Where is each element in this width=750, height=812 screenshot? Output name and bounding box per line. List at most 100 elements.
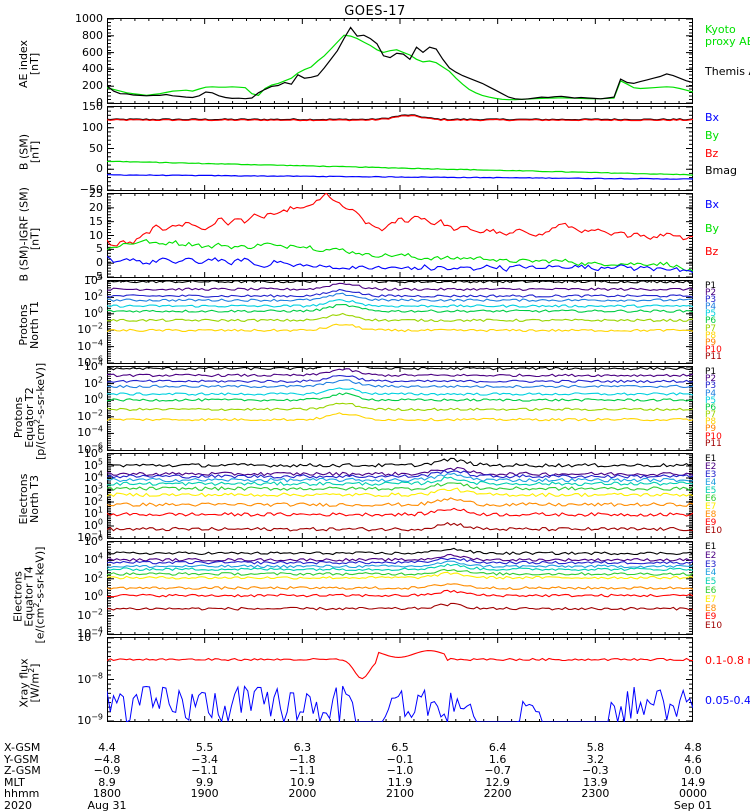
legend-item-p1: P1 bbox=[705, 281, 717, 291]
y-tick-label: −5 bbox=[86, 270, 103, 283]
y-tick-label: 101 bbox=[83, 505, 103, 520]
y-tick-label: 10−1 bbox=[77, 529, 103, 544]
axis-row-label-hhmm: hhmm bbox=[4, 787, 40, 800]
axis-value: 10.9 bbox=[290, 775, 315, 789]
legend-item-by: By bbox=[705, 128, 720, 142]
legend-item-e6: E6 bbox=[705, 586, 717, 596]
y-tick-label: 400 bbox=[82, 62, 103, 76]
legend-item-bx: Bx bbox=[705, 198, 720, 211]
axis-value: 1800 bbox=[93, 787, 121, 800]
axis-value: −0.1 bbox=[386, 752, 414, 766]
legend-item-p5: P5 bbox=[705, 309, 717, 320]
legend-item-0-1-0-8-nm: 0.1-0.8 nm bbox=[705, 654, 750, 667]
y-tick-labels: 10−7 10−8 10−9 bbox=[45, 630, 103, 726]
y-tick-label: 100 bbox=[83, 391, 103, 407]
panel-ae-index: 1000 800 600 400 200 0 AE index [nT] Kyoto proxy… bbox=[17, 13, 750, 108]
axis-value: 5.8 bbox=[586, 741, 605, 754]
y-tick-labels: 25 20 15 10 5 0 −5 bbox=[45, 188, 103, 282]
y-tick-labels: 1000 800 600 400 200 0 bbox=[45, 13, 103, 108]
legend-item-bz: Bz bbox=[705, 146, 719, 160]
y-tick-label: 100 bbox=[82, 120, 103, 134]
axis-value: −0.9 bbox=[93, 764, 121, 777]
legend-item-p4: P4 bbox=[705, 302, 717, 313]
page-title: GOES-17 bbox=[344, 4, 406, 19]
y-tick-label: 10−4 bbox=[77, 337, 103, 353]
legend-item-p7: P7 bbox=[705, 410, 717, 421]
axis-row-label-mlt: MLT bbox=[4, 775, 25, 789]
legend-item-p11: P11 bbox=[705, 438, 722, 449]
axis-value: 3.2 bbox=[586, 752, 605, 766]
y-tick-label: 200 bbox=[82, 79, 103, 93]
legend-item-e2: E2 bbox=[705, 462, 717, 472]
y-tick-label: 104 bbox=[83, 469, 103, 484]
axis-value: −1.1 bbox=[288, 764, 316, 777]
y-tick-labels: 106 104 102 100 10−2 10−4 bbox=[45, 534, 103, 639]
y-tick-label: 102 bbox=[83, 288, 103, 304]
legend-item-p3: P3 bbox=[705, 381, 717, 392]
legend-item-bx: Bx bbox=[705, 111, 720, 124]
legend-item-e4: E4 bbox=[705, 568, 717, 579]
y-axis-label: AE index [nT] bbox=[17, 39, 41, 89]
legend-item-p2: P2 bbox=[705, 374, 717, 385]
legend-item-e5: E5 bbox=[705, 486, 717, 496]
legend-item-e1: E1 bbox=[705, 542, 717, 552]
legend-item-e9: E9 bbox=[705, 612, 717, 623]
y-tick-label: 100 bbox=[83, 588, 103, 604]
y-tick-label: 10−4 bbox=[77, 625, 103, 640]
axis-value: 14.9 bbox=[680, 775, 706, 789]
axis-value: 2200 bbox=[483, 787, 512, 800]
legend-item-e10: E10 bbox=[705, 526, 723, 536]
y-axis-label: Protons North T1 bbox=[17, 301, 41, 349]
legend-item-p10: P10 bbox=[705, 431, 722, 442]
axis-value: 2000 bbox=[288, 787, 317, 800]
y-tick-label: 20 bbox=[89, 200, 103, 214]
y-tick-label: 150 bbox=[82, 100, 103, 113]
y-tick-label: 105 bbox=[83, 457, 103, 472]
legend-item-p10: P10 bbox=[705, 344, 722, 355]
legend-item-p4: P4 bbox=[705, 388, 717, 399]
legend-item-p2: P2 bbox=[705, 288, 717, 299]
axis-value: 13.9 bbox=[583, 775, 608, 789]
y-axis-label: Xray flux [W/m2] bbox=[17, 657, 41, 708]
panel-frame bbox=[107, 193, 693, 278]
legend-item-e6: E6 bbox=[705, 494, 717, 504]
axis-value: Aug 31 bbox=[87, 798, 127, 812]
y-tick-label: 800 bbox=[82, 28, 103, 42]
legend-item-e9: E9 bbox=[705, 518, 717, 528]
legend-item-p7: P7 bbox=[705, 323, 717, 334]
y-tick-label: 102 bbox=[83, 374, 103, 390]
legend-item-p3: P3 bbox=[705, 295, 717, 306]
legend-item-0-05-0-4-nm: 0.05-0.4 nm bbox=[705, 694, 750, 707]
axis-value: −1.8 bbox=[288, 752, 316, 766]
axis-row-label-x-gsm: X-GSM bbox=[4, 741, 41, 754]
y-tick-label: 106 bbox=[83, 445, 103, 460]
legend-item-themis-ae: Themis AE bbox=[705, 65, 750, 78]
axis-value: 5.5 bbox=[195, 741, 214, 754]
panel-frame bbox=[107, 18, 693, 104]
legend-item-e7: E7 bbox=[705, 502, 717, 512]
axis-row-label-z-gsm: Z-GSM bbox=[4, 764, 41, 777]
y-tick-label: 102 bbox=[83, 570, 103, 585]
y-tick-label: 10−6 bbox=[77, 354, 103, 369]
y-tick-label: 600 bbox=[82, 45, 103, 59]
y-tick-label: 0 bbox=[96, 162, 103, 176]
axis-value: 6.3 bbox=[293, 741, 312, 754]
y-tick-label: 0 bbox=[96, 256, 103, 270]
axis-value: −3.4 bbox=[191, 752, 219, 766]
y-tick-label: 0 bbox=[96, 96, 103, 109]
legend-item-e10: E10 bbox=[705, 621, 723, 632]
axis-value: 4.4 bbox=[98, 741, 116, 754]
y-tick-label: 15 bbox=[89, 214, 103, 228]
y-tick-labels: 150 100 50 0 −50 bbox=[45, 101, 103, 195]
legend-item-p6: P6 bbox=[705, 316, 717, 327]
axis-value: 1900 bbox=[190, 787, 219, 800]
y-tick-label: 10−2 bbox=[77, 321, 103, 337]
axis-value: 1.6 bbox=[488, 752, 507, 766]
y-tick-label: 104 bbox=[83, 272, 103, 287]
axis-value: −1.1 bbox=[191, 764, 219, 777]
legend-item-p1: P1 bbox=[705, 367, 717, 377]
y-tick-label: 104 bbox=[83, 551, 103, 567]
axis-value: 11.9 bbox=[387, 775, 413, 789]
panel-electrons-equator-t4: 106 104 102 100 10−2 10−4 Electrons Equator T4[… bbox=[12, 534, 723, 644]
y-tick-label: −50 bbox=[79, 183, 103, 196]
